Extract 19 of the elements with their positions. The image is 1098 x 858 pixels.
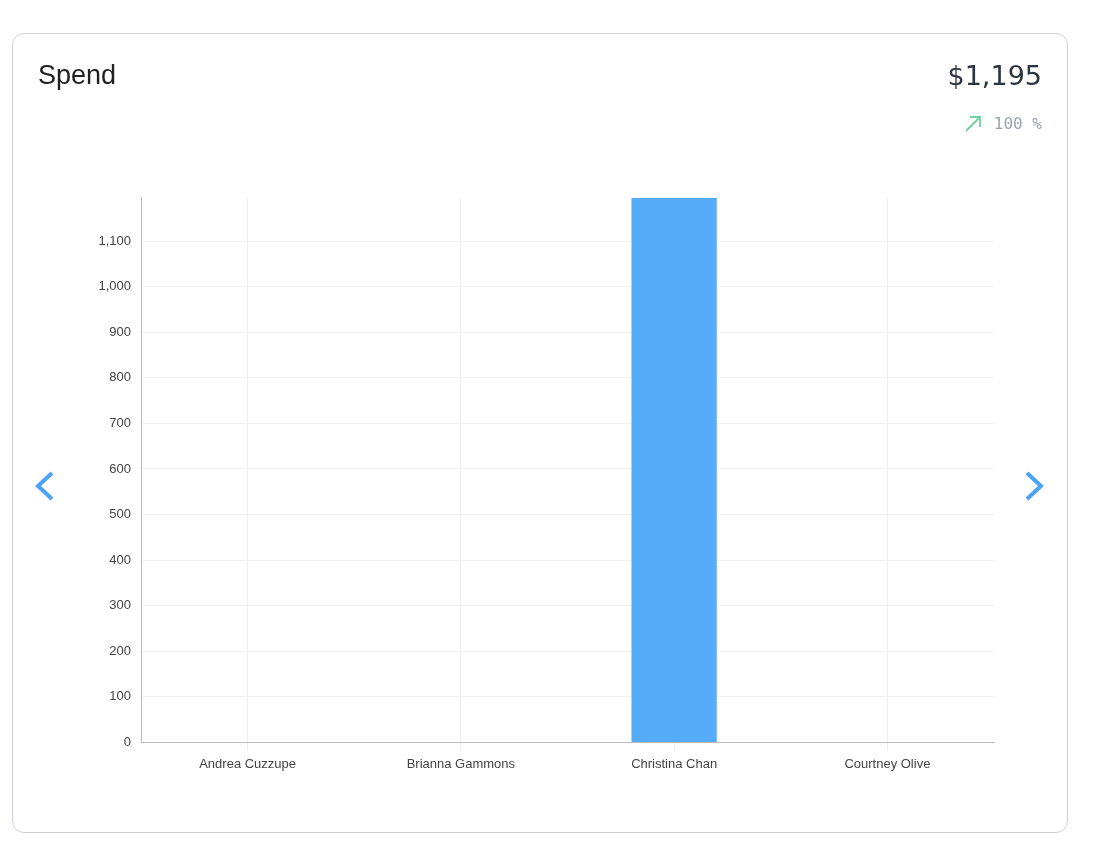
y-tick-label: 500	[109, 506, 131, 522]
y-tick-label: 100	[109, 688, 131, 704]
x-tick-label: Brianna Gammons	[406, 755, 516, 771]
y-tick-label: 900	[109, 323, 131, 339]
y-tick-label: 800	[109, 369, 131, 385]
x-tick-label: Andrea Cuzzupe	[199, 755, 297, 771]
x-tick-label: Courtney Olive	[844, 755, 931, 771]
text: 100 %	[993, 114, 1042, 133]
y-tick-label: 0	[123, 733, 131, 749]
chart-title: Spend	[38, 60, 117, 91]
y-tick-label: 600	[109, 460, 131, 476]
y-tick-label: 700	[109, 414, 131, 430]
y-tick-label: 300	[109, 597, 131, 613]
y-tick-label: 1,100	[98, 232, 131, 248]
text: $1,195	[947, 60, 1042, 91]
x-tick-label: Christina Chan	[631, 755, 718, 771]
y-tick-label: 200	[109, 642, 131, 658]
y-tick-label: 1,000	[98, 278, 131, 294]
y-tick-label: 400	[109, 551, 131, 567]
